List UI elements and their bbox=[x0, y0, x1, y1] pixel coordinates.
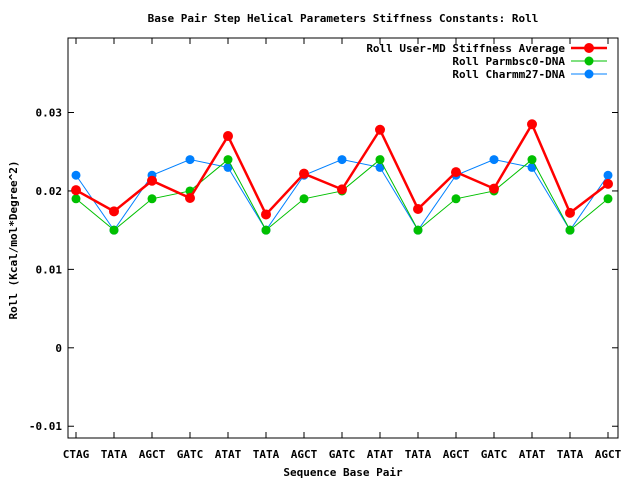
x-tick-label: ATAT bbox=[519, 448, 546, 461]
x-tick-label: GATC bbox=[329, 448, 356, 461]
data-point bbox=[413, 203, 423, 214]
data-point bbox=[223, 162, 233, 172]
data-point bbox=[71, 170, 81, 180]
data-point bbox=[337, 155, 347, 165]
data-point bbox=[565, 225, 575, 235]
x-tick-label: ATAT bbox=[367, 448, 394, 461]
plot-frame bbox=[67, 37, 619, 439]
x-tick-label: TATA bbox=[101, 448, 128, 461]
x-tick-label: TATA bbox=[253, 448, 280, 461]
data-point bbox=[109, 225, 119, 235]
x-tick-label: GATC bbox=[481, 448, 508, 461]
data-point bbox=[375, 124, 385, 135]
data-point bbox=[451, 194, 461, 204]
data-point bbox=[337, 184, 347, 195]
data-point bbox=[527, 162, 537, 172]
data-point bbox=[185, 193, 195, 203]
x-tick-label: ATAT bbox=[215, 448, 242, 461]
data-point bbox=[603, 170, 613, 180]
data-point bbox=[223, 131, 233, 142]
x-tick-label: TATA bbox=[557, 448, 584, 461]
x-tick-label: AGCT bbox=[443, 448, 470, 461]
chart-title: Base Pair Step Helical Parameters Stiffn… bbox=[148, 12, 539, 25]
data-point bbox=[527, 119, 537, 130]
x-axis-label: Sequence Base Pair bbox=[283, 466, 403, 479]
data-point bbox=[527, 155, 537, 165]
series-layer bbox=[71, 119, 613, 235]
data-point bbox=[489, 155, 499, 165]
data-point bbox=[71, 194, 81, 204]
y-axis-label: Roll (Kcal/mol*Degree^2) bbox=[7, 161, 20, 320]
data-point bbox=[413, 225, 423, 235]
x-tick-label: AGCT bbox=[291, 448, 318, 461]
x-tick-label: AGCT bbox=[139, 448, 166, 461]
data-point bbox=[261, 225, 271, 235]
legend-marker bbox=[584, 43, 594, 53]
data-point bbox=[603, 178, 613, 189]
data-point bbox=[223, 155, 233, 165]
legend-marker bbox=[584, 56, 594, 66]
y-tick-label: 0 bbox=[55, 342, 62, 355]
data-point bbox=[375, 155, 385, 165]
data-point bbox=[565, 207, 575, 218]
y-tick-label: -0.01 bbox=[29, 420, 62, 433]
x-tick-label: AGCT bbox=[595, 448, 622, 461]
data-point bbox=[299, 168, 309, 179]
data-point bbox=[185, 155, 195, 165]
data-point bbox=[489, 183, 499, 194]
legend-label: Roll Parmbsc0-DNA bbox=[452, 55, 565, 68]
legend-label: Roll Charmm27-DNA bbox=[452, 68, 565, 81]
x-tick-label: TATA bbox=[405, 448, 432, 461]
data-point bbox=[71, 185, 81, 196]
x-axis: CTAG TATA AGCT GATC ATAT TATA AGCT GATC ATAT TATA… bbox=[63, 38, 622, 461]
y-tick-label: 0.01 bbox=[36, 263, 63, 276]
data-point bbox=[299, 194, 309, 204]
legend-marker bbox=[584, 69, 594, 79]
y-tick-label: 0.02 bbox=[36, 185, 63, 198]
data-point bbox=[147, 194, 157, 204]
data-point bbox=[375, 162, 385, 172]
x-tick-label: CTAG bbox=[63, 448, 90, 461]
y-axis: -0.01 0 0.01 0.02 0.03 bbox=[29, 107, 618, 433]
y-tick-label: 0.03 bbox=[36, 107, 63, 120]
series-0 bbox=[71, 119, 613, 220]
data-point bbox=[603, 194, 613, 204]
data-point bbox=[109, 206, 119, 217]
data-point bbox=[147, 175, 157, 186]
data-point bbox=[451, 167, 461, 178]
data-point bbox=[261, 209, 271, 220]
legend-label: Roll User-MD Stiffness Average bbox=[366, 42, 565, 55]
x-tick-label: GATC bbox=[177, 448, 204, 461]
